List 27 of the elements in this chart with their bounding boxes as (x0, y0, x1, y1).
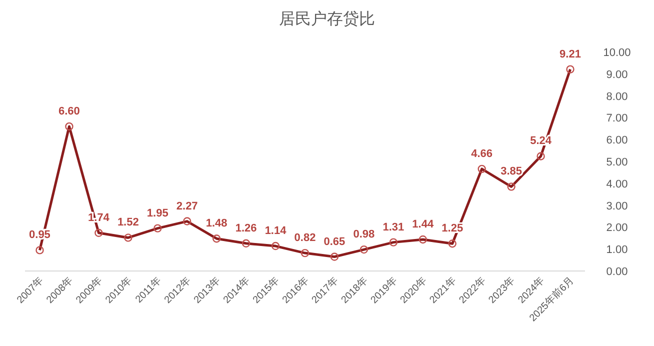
data-label: 1.95 (146, 207, 168, 220)
data-label: 1.48 (206, 218, 228, 230)
data-label: 1.44 (412, 218, 434, 230)
data-label: 4.66 (471, 148, 493, 160)
y-tick-label: 8.00 (606, 90, 628, 103)
y-tick-label: 7.00 (606, 112, 628, 125)
y-tick-label: 3.00 (606, 200, 628, 212)
data-label: 6.60 (58, 105, 80, 118)
data-label: 0.65 (324, 236, 346, 248)
data-label: 1.14 (264, 225, 288, 238)
y-tick-label: 10.00 (603, 47, 631, 59)
y-tick-label: 1.00 (606, 244, 628, 256)
y-tick-label: 6.00 (606, 134, 628, 147)
data-label: 1.52 (117, 216, 139, 229)
y-tick-label: 0.00 (606, 266, 628, 278)
data-label: 9.21 (560, 48, 581, 60)
y-tick-label: 2.00 (606, 222, 628, 234)
chart-title: 居民户存贷比 (279, 10, 375, 28)
y-tick-label: 9.00 (606, 68, 628, 81)
y-tick-label: 4.00 (606, 178, 628, 190)
data-label: 0.82 (294, 232, 316, 244)
data-label: 0.98 (353, 228, 375, 241)
data-label: 3.85 (500, 166, 522, 178)
data-label: 1.31 (382, 221, 404, 234)
y-tick-label: 5.00 (606, 156, 628, 168)
data-label: 1.26 (235, 222, 257, 234)
data-label: 2.27 (176, 200, 198, 212)
